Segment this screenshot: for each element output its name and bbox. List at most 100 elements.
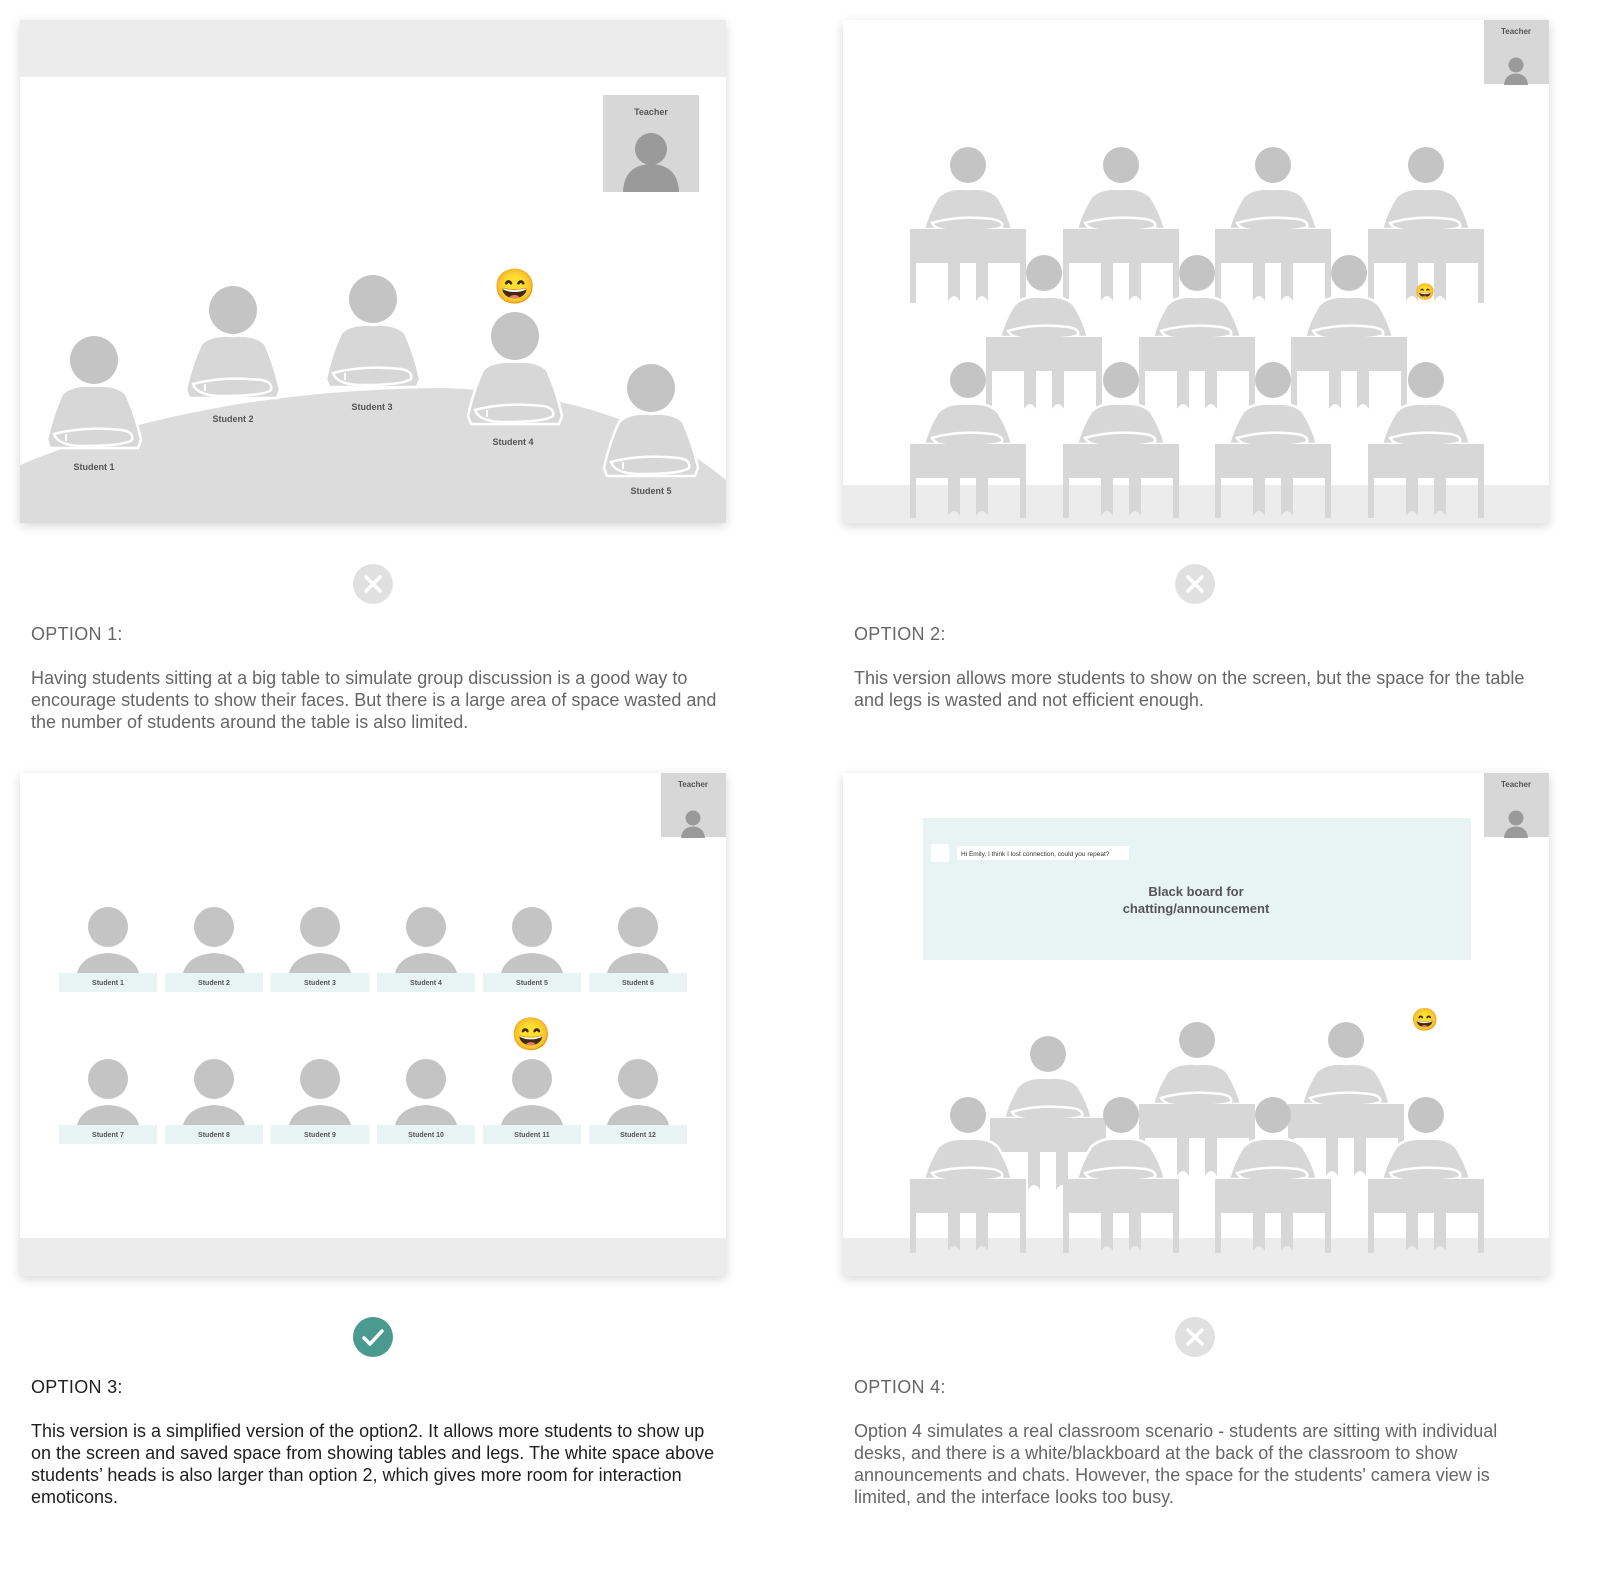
top-bar (20, 20, 726, 77)
emoji-reaction: 😄 (511, 1016, 551, 1052)
name-plate (377, 1125, 475, 1144)
student-avatar (182, 907, 246, 979)
name-plate (271, 1125, 369, 1144)
student-label: Student 11 (514, 1132, 550, 1139)
option1-mockup: Teacher 😄 Student 1 Student 2 Student 3 … (20, 20, 726, 523)
chat-bubble (957, 846, 1129, 860)
teacher-label: Teacher (1501, 780, 1531, 789)
option2-mockup: 😄 Teacher (843, 20, 1549, 523)
student-avatar (76, 907, 140, 979)
name-plate (589, 1125, 687, 1144)
student-avatar (606, 1059, 670, 1131)
student-figure (45, 334, 143, 450)
student-avatar (76, 1059, 140, 1131)
student-tile: Student 10 (377, 1059, 475, 1144)
student-label: Student 9 (304, 1132, 336, 1139)
student-figure (184, 284, 282, 400)
student-label: Student 4 (492, 437, 533, 447)
option3-description: This version is a simplified version of … (31, 1421, 715, 1507)
name-plate (483, 973, 581, 992)
student-avatar (606, 907, 670, 979)
student-avatar (182, 1059, 246, 1131)
student-label: Student 5 (516, 980, 548, 987)
teacher-tile: Teacher (661, 773, 726, 838)
student-avatar (500, 907, 564, 979)
student-tile: Student 8 (165, 1059, 263, 1144)
student-label: Student 2 (198, 980, 230, 987)
student-avatar (394, 1059, 458, 1131)
option4-title: OPTION 4: (854, 1377, 946, 1397)
name-plate (165, 1125, 263, 1144)
option4-mockup: Teacher Hi Emily, I think I lost connect… (843, 773, 1549, 1276)
option3-title: OPTION 3: (31, 1377, 123, 1397)
student-label: Student 7 (92, 1132, 124, 1139)
name-plate (377, 973, 475, 992)
student-desk-figure (1289, 253, 1409, 413)
name-plate (165, 973, 263, 992)
student-avatar (288, 907, 352, 979)
student-desk-figure (1061, 145, 1181, 305)
emoji-reaction: 😄 (494, 268, 536, 306)
student-tile: Student 4 (377, 907, 475, 992)
name-plate (59, 973, 157, 992)
student-avatar (500, 1059, 564, 1131)
option1-title: OPTION 1: (31, 624, 123, 644)
option3-mockup: Teacher Student 1 Student 2 Student 3 Stude… (20, 773, 726, 1276)
student-avatar (288, 1059, 352, 1131)
name-plate (483, 1125, 581, 1144)
student-label: Student 8 (198, 1132, 230, 1139)
student-tile: Student 12 (589, 1059, 687, 1144)
name-plate (271, 973, 369, 992)
reject-x-icon (1175, 1317, 1215, 1357)
student-tile: Student 3 (271, 907, 369, 992)
emoji-reaction: 😄 (1411, 1007, 1438, 1032)
name-plate (589, 973, 687, 992)
student-avatar (394, 907, 458, 979)
option2-description: This version allows more students to sho… (854, 668, 1525, 710)
student-label: Student 12 (620, 1132, 656, 1139)
student-label: Student 4 (410, 980, 442, 987)
name-plate (59, 1125, 157, 1144)
student-label: Student 2 (212, 414, 253, 424)
student-desk-figure (908, 145, 1028, 305)
reject-x-icon (1175, 564, 1215, 604)
student-tile: Student 7 (59, 1059, 157, 1144)
student-grid: Student 1 Student 2 Student 3 Student 4 Stud… (59, 907, 687, 1144)
option1-description: Having students sitting at a big table t… (31, 668, 717, 732)
student-desk-figure (1137, 253, 1257, 413)
bottom-bar (843, 1238, 1549, 1276)
student-tile: Student 11 (483, 1059, 581, 1144)
student-label: Student 10 (408, 1132, 444, 1139)
student-label: Student 6 (622, 980, 654, 987)
chat-avatar (931, 844, 949, 862)
student-label: Student 5 (630, 486, 671, 496)
student-tile: Student 5 (483, 907, 581, 992)
student-tile: Student 9 (271, 1059, 369, 1144)
blackboard-title-line2: chatting/announcement (1123, 901, 1270, 916)
student-tile: Student 1 (59, 907, 157, 992)
student-desk-figure (1213, 145, 1333, 305)
student-desk-figure (1366, 145, 1486, 305)
student-figure (324, 273, 422, 389)
student-label: Student 1 (73, 462, 114, 472)
reject-x-icon (353, 564, 393, 604)
student-label: Student 3 (351, 402, 392, 412)
option2-title: OPTION 2: (854, 624, 946, 644)
teacher-tile: Teacher (1484, 20, 1549, 85)
student-tile: Student 2 (165, 907, 263, 992)
teacher-label: Teacher (678, 780, 708, 789)
student-desk-figure (984, 253, 1104, 413)
bottom-bar (20, 1238, 726, 1276)
student-label: Student 3 (304, 980, 336, 987)
approve-check-icon (353, 1317, 393, 1357)
teacher-tile: Teacher (1484, 773, 1549, 838)
teacher-label: Teacher (1501, 27, 1531, 36)
emoji-reaction: 😄 (1415, 283, 1435, 301)
blackboard: Hi Emily, I think I lost connection, cou… (923, 818, 1471, 960)
teacher-label: Teacher (634, 107, 668, 117)
option4-description: Option 4 simulates a real classroom scen… (854, 1421, 1498, 1507)
teacher-tile: Teacher (603, 95, 699, 192)
chat-message: Hi Emily, I think I lost connection, cou… (961, 851, 1110, 858)
bottom-bar (843, 485, 1549, 523)
student-tile: Student 6 (589, 907, 687, 992)
